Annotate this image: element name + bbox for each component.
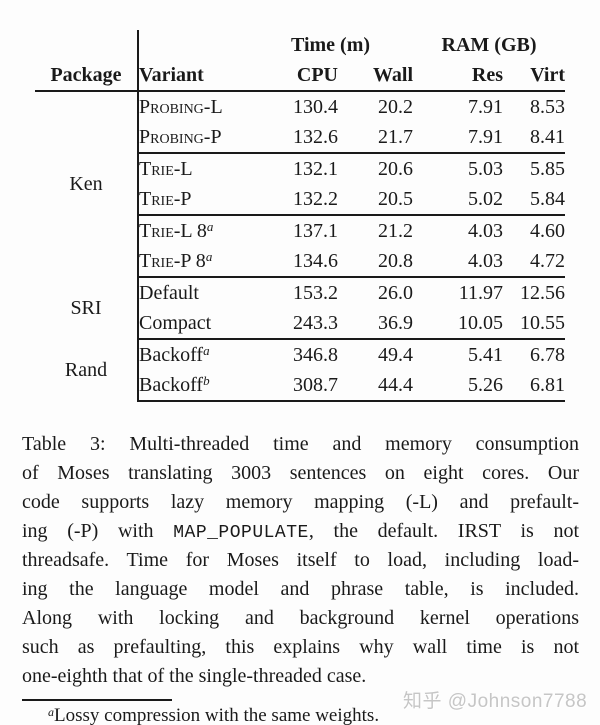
- res-value: 5.02: [413, 184, 503, 216]
- table-row: Compact 243.3 36.9 10.05 10.55: [35, 308, 566, 340]
- cpu-value: 132.1: [293, 157, 338, 180]
- wall-value: 49.4: [378, 343, 413, 366]
- spacer-cell: [35, 30, 139, 60]
- time-span-header: Time (m): [290, 33, 371, 56]
- wall-value: 20.6: [378, 157, 413, 180]
- package-label: Rand: [35, 339, 139, 401]
- cpu-value: 153.2: [293, 281, 338, 304]
- variant-label: Trie-L 8: [139, 219, 207, 242]
- wall-column-header: Wall: [338, 60, 413, 92]
- footnote-marker: a: [48, 705, 54, 719]
- cpu-value: 137.1: [293, 219, 338, 242]
- cpu-value: 132.6: [248, 122, 338, 154]
- variant-label: Default: [139, 281, 199, 304]
- virt-value: 5.84: [503, 184, 566, 216]
- res-column-header: Res: [413, 60, 503, 92]
- table-row: SRI Default 153.2 26.0 11.97 12.56: [35, 277, 566, 339]
- watermark: 知乎 @Johnson7788: [403, 691, 588, 712]
- res-value: 4.03: [468, 219, 503, 242]
- virt-value: 10.55: [503, 308, 566, 340]
- virt-value: 8.53: [530, 95, 566, 118]
- caption-line: such as prefaulting, this explains why w…: [22, 636, 579, 658]
- wall-value: 21.2: [378, 219, 413, 242]
- res-value: 5.26: [413, 370, 503, 402]
- res-value: 10.05: [413, 308, 503, 340]
- span-header-row: Time (m) RAM (GB): [35, 30, 565, 60]
- res-value: 4.03: [413, 246, 503, 278]
- cpu-value: 243.3: [248, 308, 338, 340]
- table-row: Trie-L 8a 137.1 21.2 4.03 4.60: [35, 215, 565, 246]
- variant-superscript: a: [203, 342, 210, 358]
- res-value: 7.91: [468, 95, 503, 118]
- virt-value: 6.78: [530, 343, 566, 366]
- virt-value: 6.81: [503, 370, 566, 402]
- caption-line: Table 3: Multi-threaded time and memory …: [22, 433, 579, 455]
- cpu-value: 346.8: [293, 343, 338, 366]
- variant-superscript: a: [206, 218, 214, 234]
- package-label: Ken: [35, 91, 139, 277]
- caption-line: threadsafe. Time for Moses itself to loa…: [22, 549, 579, 571]
- variant-label: Compact: [138, 308, 248, 340]
- results-table: Time (m) RAM (GB) Package Variant CPU Wa…: [35, 30, 566, 402]
- virt-value: 8.41: [503, 122, 566, 154]
- table-row: Trie-P 8a 134.6 20.8 4.03 4.72: [35, 246, 566, 278]
- variant-label: Trie-P: [139, 187, 192, 210]
- cpu-value: 308.7: [248, 370, 338, 402]
- table-row: Ken Probing-L 130.4 20.2 7.91 8.53: [35, 91, 566, 277]
- ram-span-header: RAM (GB): [441, 33, 537, 56]
- wall-value: 44.4: [338, 370, 413, 402]
- res-value: 5.41: [468, 343, 503, 366]
- cpu-column-header: CPU: [248, 60, 338, 92]
- variant-label: Backoff: [139, 343, 204, 366]
- caption-line: one-eighth that of the single-threaded c…: [22, 665, 367, 687]
- footnote-rule: [22, 699, 172, 701]
- package-column-header: Package: [35, 60, 139, 92]
- virt-value: 4.72: [503, 246, 566, 278]
- cpu-value: 134.6: [248, 246, 338, 278]
- virt-value: 4.60: [530, 219, 566, 242]
- variant-superscript: b: [203, 372, 210, 388]
- virt-value: 12.56: [520, 281, 566, 304]
- variant-superscript: a: [205, 248, 213, 264]
- table-caption: Table 3: Multi-threaded time and memory …: [22, 430, 579, 691]
- wall-value: 36.9: [338, 308, 413, 340]
- wall-value: 20.5: [338, 184, 413, 216]
- variant-label: Trie-P 8: [139, 249, 206, 272]
- table-row: Rand Backoffa 346.8 49.4 5.41 6.78: [35, 339, 566, 401]
- caption-line: code supports lazy memory mapping (-L) a…: [22, 491, 579, 513]
- variant-column-header: Variant: [138, 60, 248, 92]
- spacer-cell: [138, 30, 248, 60]
- footnote-text: Lossy compression with the same weights.: [54, 705, 380, 725]
- table-row: Trie-P 132.2 20.5 5.02 5.84: [35, 184, 566, 216]
- table-row: Backoffb 308.7 44.4 5.26 6.81: [35, 370, 566, 402]
- cpu-value: 130.4: [293, 95, 338, 118]
- wall-value: 26.0: [378, 281, 413, 304]
- column-header-row: Package Variant CPU Wall Res Virt: [35, 60, 566, 92]
- caption-code: MAP_POPULATE: [173, 523, 309, 543]
- table-row: Probing-P 132.6 21.7 7.91 8.41: [35, 122, 566, 154]
- res-value: 5.03: [468, 157, 503, 180]
- wall-value: 21.7: [338, 122, 413, 154]
- caption-text: , the default. IRST is not: [308, 520, 579, 542]
- package-label: SRI: [35, 277, 139, 339]
- table-row: Trie-L 132.1 20.6 5.03 5.85: [35, 153, 565, 184]
- virt-value: 5.85: [530, 157, 566, 180]
- virt-column-header: Virt: [503, 60, 566, 92]
- cpu-value: 132.2: [248, 184, 338, 216]
- variant-label: Probing-P: [139, 125, 222, 148]
- caption-line: of Moses translating 3003 sentences on e…: [22, 462, 579, 484]
- variant-label: Backoff: [139, 373, 204, 396]
- wall-value: 20.2: [378, 95, 413, 118]
- variant-label: Trie-L: [139, 157, 193, 180]
- wall-value: 20.8: [338, 246, 413, 278]
- caption-line: ing (-P) with MAP_POPULATE, the default.…: [22, 517, 579, 546]
- footnote: aLossy compression with the same weights…: [22, 704, 579, 725]
- caption-line: Along with locking and background kernel…: [22, 607, 579, 629]
- res-value: 7.91: [413, 122, 503, 154]
- caption-line: ing the language model and phrase table,…: [22, 578, 579, 600]
- res-value: 11.97: [458, 281, 503, 304]
- variant-label: Probing-L: [139, 95, 223, 118]
- caption-text: ing (-P) with: [22, 520, 174, 542]
